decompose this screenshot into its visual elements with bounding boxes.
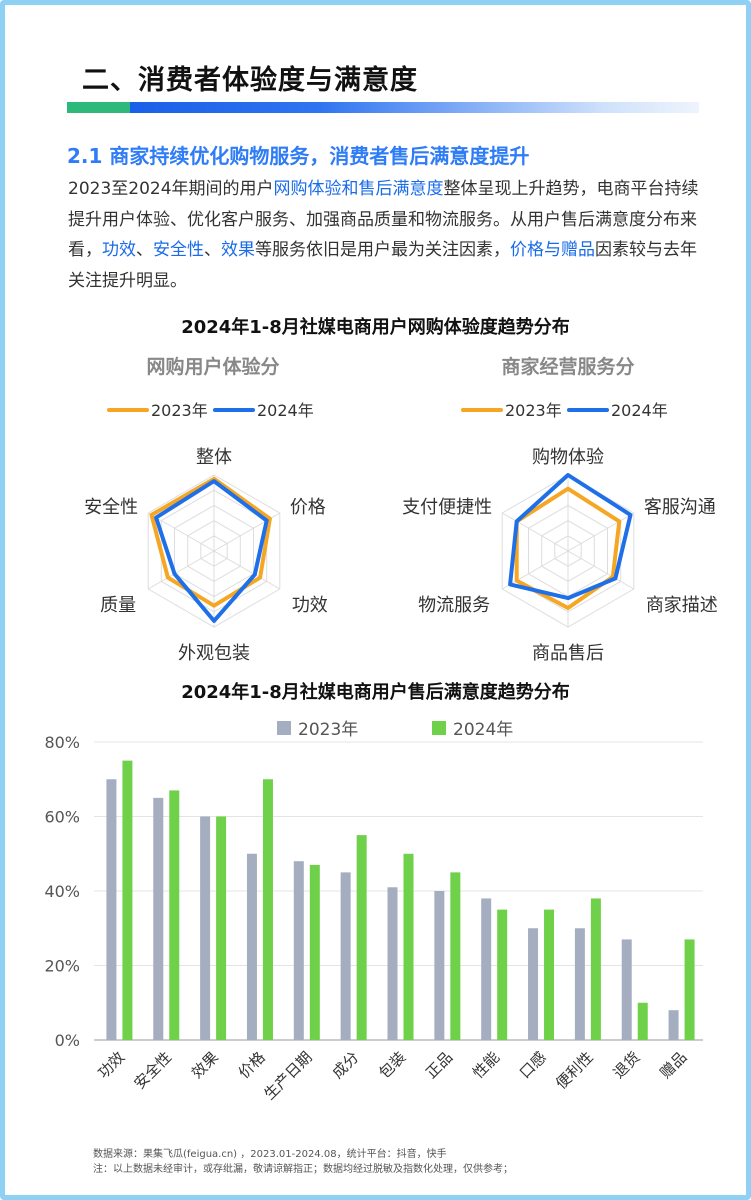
radar-spoke	[501, 550, 569, 590]
radar-2-title: 商家经营服务分	[501, 356, 635, 378]
highlight-text: 网购体验和售后满意度	[273, 179, 444, 199]
bar-2024	[450, 872, 461, 1040]
x-tick-label: 效果	[188, 1048, 222, 1082]
bar-2024	[403, 853, 414, 1040]
radar-series-2024	[154, 479, 269, 623]
bar-2023	[481, 898, 492, 1040]
radar-axis-label: 安全性	[84, 497, 138, 518]
x-tick-label: 安全性	[131, 1048, 176, 1093]
radar-spoke	[213, 550, 281, 590]
radar-1-title: 网购用户体验分	[146, 356, 280, 378]
radar-spoke	[147, 550, 215, 590]
bar-legend-swatch-2023	[277, 721, 291, 735]
paragraph-text: 整体呈现上升趋势，电商平台持续提升用户体验、优化客户服务、加强商品质量和物流服务…	[68, 179, 699, 260]
y-tick-label: 80%	[44, 733, 80, 752]
radar-axis-label: 质量	[100, 595, 136, 616]
x-tick-label: 功效	[94, 1048, 128, 1082]
bar-2023	[434, 891, 445, 1040]
highlight-text: 价格与赠品	[510, 240, 595, 260]
radar-series-2023	[149, 476, 272, 608]
bar-2023	[246, 853, 257, 1040]
x-tick-label: 赠品	[656, 1048, 690, 1082]
bar-2024	[169, 790, 180, 1040]
legend-label: 2024年	[611, 401, 668, 420]
radar-section-title: 2024年1-8月社媒电商用户网购体验度趋势分布	[181, 317, 570, 338]
radar-axis-label: 商品售后	[532, 643, 604, 664]
bar-legend-swatch-2024	[432, 721, 446, 735]
x-tick-label: 退货	[610, 1048, 644, 1082]
radar-spoke	[501, 512, 569, 552]
bar-2023	[621, 939, 632, 1040]
subheading: 2.1 商家持续优化购物服务，消费者售后满意度提升	[67, 144, 530, 168]
x-tick-label: 价格	[235, 1048, 269, 1082]
bar-2024	[309, 864, 320, 1040]
bar-2023	[200, 816, 211, 1040]
y-tick-label: 60%	[44, 808, 80, 827]
radar-axis-label: 价格	[290, 497, 326, 518]
highlight-text: 功效	[102, 240, 136, 260]
x-tick-label: 成分	[329, 1048, 363, 1082]
x-tick-label: 正品	[422, 1048, 456, 1082]
radar-spoke	[147, 512, 215, 552]
bar-2023	[153, 797, 164, 1040]
highlight-text: 效果	[221, 240, 255, 260]
paragraph-text: 2023至2024年期间的用户	[68, 179, 274, 199]
radar-axis-label: 外观包装	[178, 643, 250, 664]
bar-2024	[216, 816, 227, 1040]
x-tick-label: 口感	[516, 1048, 550, 1082]
y-tick-label: 0%	[55, 1031, 80, 1050]
bar-section-title: 2024年1-8月社媒电商用户售后满意度趋势分布	[181, 682, 570, 703]
radar-axis-label: 物流服务	[418, 595, 490, 616]
radar-axis-label: 商家描述	[646, 595, 718, 616]
bar-2024	[684, 939, 695, 1040]
radar-spoke	[567, 512, 635, 552]
radar-axis-label: 整体	[196, 447, 232, 468]
bar-2024	[497, 909, 508, 1040]
bar-2023	[106, 779, 117, 1040]
legend-label: 2023年	[151, 401, 208, 420]
bar-2023	[387, 887, 398, 1040]
radar-series-2024	[508, 473, 633, 601]
footer-disclaimer: 注：以上数据未经审计，或存纰漏，敬请谅解指正；数据均经过脱敏及指数化处理，仅供参…	[93, 1164, 513, 1175]
legend-label: 2024年	[257, 401, 314, 420]
y-tick-label: 40%	[44, 882, 80, 901]
bar-2023	[574, 928, 585, 1040]
bar-2023	[528, 928, 539, 1040]
bar-2024	[637, 1002, 648, 1040]
bar-2024	[544, 909, 555, 1040]
footer-notes: 数据来源：果集飞瓜(feigua.cn) ，2023.01-2024.08，统计…	[93, 1147, 513, 1177]
radar-axis-label: 支付便捷性	[402, 497, 492, 518]
footer-source: 数据来源：果集飞瓜(feigua.cn) ，2023.01-2024.08，统计…	[93, 1149, 447, 1160]
bar-2023	[340, 872, 351, 1040]
paragraph-text: 因素较与去年关注提升明显。	[68, 240, 697, 291]
paragraph-text: 等服务依旧是用户最为关注因素，	[255, 240, 510, 260]
bar-2024	[122, 760, 133, 1040]
radar-spoke	[567, 550, 635, 590]
x-tick-label: 便利性	[552, 1048, 597, 1093]
intro-paragraph: 2023至2024年期间的用户网购体验和售后满意度整体呈现上升趋势，电商平台持续…	[68, 174, 708, 296]
radar-axis-label: 功效	[292, 595, 328, 616]
title-underline-bar	[67, 102, 699, 113]
bar-2023	[668, 1010, 679, 1040]
paragraph-text: 、	[204, 240, 221, 260]
section-title: 二、消费者体验度与满意度	[82, 65, 418, 96]
bar-2023	[293, 861, 304, 1040]
x-tick-label: 生产日期	[260, 1048, 315, 1103]
x-tick-label: 包装	[375, 1048, 409, 1082]
bar-legend-label: 2024年	[453, 720, 513, 740]
radar-axis-label: 客服沟通	[644, 497, 716, 518]
legend-label: 2023年	[505, 401, 562, 420]
x-tick-label: 性能	[469, 1048, 503, 1082]
bar-2024	[590, 898, 601, 1040]
y-tick-label: 20%	[44, 957, 80, 976]
highlight-text: 安全性	[153, 240, 204, 260]
radar-axis-label: 购物体验	[532, 447, 604, 468]
bar-legend-label: 2023年	[298, 720, 358, 740]
bar-2024	[262, 779, 273, 1040]
paragraph-text: 、	[136, 240, 153, 260]
bar-2024	[356, 835, 367, 1040]
